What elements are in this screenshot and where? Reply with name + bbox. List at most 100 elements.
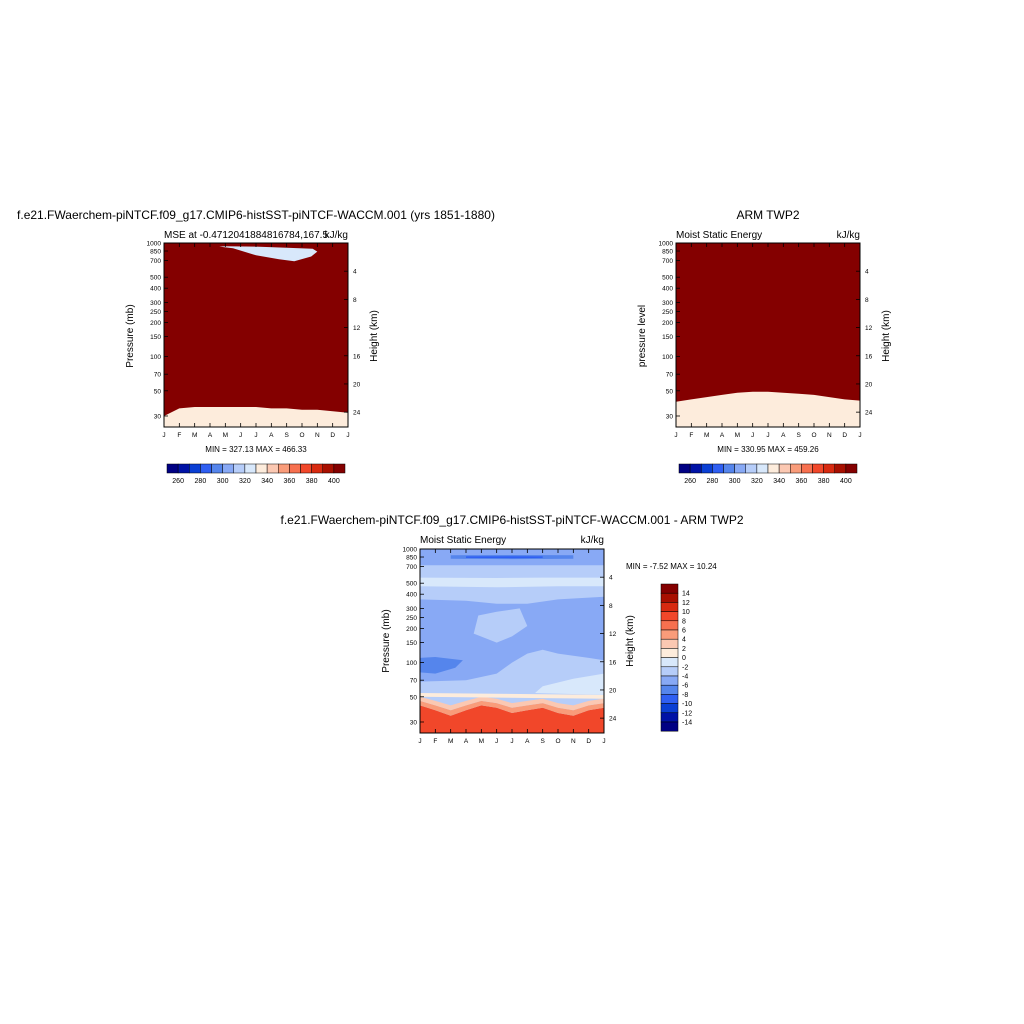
obs-colorbar-swatch <box>724 464 735 473</box>
diff-colorbar-label: 8 <box>682 618 686 625</box>
obs-left-label: Moist Static Energy <box>676 230 762 241</box>
obs-htick-label: 16 <box>865 353 873 360</box>
obs-units: kJ/kg <box>837 230 860 241</box>
obs-month-label: A <box>781 432 786 439</box>
diff-colorbar-swatch <box>661 648 678 657</box>
model-month-label: J <box>239 432 242 439</box>
obs-month-label: J <box>766 432 769 439</box>
model-ylabel-right: Height (km) <box>369 310 380 362</box>
diff-colorbar-label: 0 <box>682 655 686 662</box>
diff-colorbar-label: 2 <box>682 646 686 653</box>
diff-ptick-label: 250 <box>406 615 417 622</box>
diff-ptick-label: 500 <box>406 581 417 588</box>
model-units: kJ/kg <box>325 230 348 241</box>
model-month-label: M <box>223 432 228 439</box>
obs-colorbar-swatch <box>824 464 835 473</box>
model-htick-label: 4 <box>353 269 357 276</box>
diff-colorbar-label: -12 <box>682 710 692 717</box>
model-colorbar-swatch <box>178 464 189 473</box>
obs-title: ARM TWP2 <box>736 208 799 222</box>
obs-colorbar-label: 360 <box>796 478 808 485</box>
obs-htick-label: 4 <box>865 269 869 276</box>
obs-colorbar-label: 380 <box>818 478 830 485</box>
diff-colorbar-label: 14 <box>682 591 690 598</box>
diff-htick-label: 12 <box>609 631 617 638</box>
diff-colorbar-swatch <box>661 621 678 630</box>
diff-colorbar-swatch <box>661 676 678 685</box>
model-colorbar-swatch <box>223 464 234 473</box>
model-htick-label: 12 <box>353 325 361 332</box>
obs-ptick-label: 850 <box>662 249 673 256</box>
model-colorbar-swatch <box>289 464 300 473</box>
model-colorbar-label: 300 <box>217 478 229 485</box>
diff-month-label: D <box>586 738 591 745</box>
diff-ptick-label: 30 <box>410 719 418 726</box>
obs-colorbar-swatch <box>712 464 723 473</box>
model-colorbar-label: 380 <box>306 478 318 485</box>
obs-ptick-label: 300 <box>662 300 673 307</box>
obs-colorbar-label: 400 <box>840 478 852 485</box>
model-minmax: MIN = 327.13 MAX = 466.33 <box>205 445 307 454</box>
obs-htick-label: 8 <box>865 297 869 304</box>
model-month-label: A <box>269 432 274 439</box>
diff-month-label: M <box>448 738 453 745</box>
model-month-label: N <box>315 432 320 439</box>
obs-month-label: F <box>689 432 693 439</box>
model-ptick-label: 70 <box>154 372 162 379</box>
obs-colorbar-swatch <box>846 464 857 473</box>
diff-ptick-label: 150 <box>406 640 417 647</box>
diff-month-label: J <box>602 738 605 745</box>
diff-ptick-label: 400 <box>406 592 417 599</box>
diff-colorbar-swatch <box>661 630 678 639</box>
obs-colorbar-label: 260 <box>684 478 696 485</box>
obs-ptick-label: 150 <box>662 334 673 341</box>
obs-ptick-label: 30 <box>666 413 674 420</box>
model-colorbar-swatch <box>312 464 323 473</box>
diff-colorbar-swatch <box>661 658 678 667</box>
obs-month-label: D <box>842 432 847 439</box>
obs-htick-label: 20 <box>865 381 873 388</box>
diff-ptick-label: 50 <box>410 694 418 701</box>
diff-month-label: J <box>510 738 513 745</box>
diff-ptick-label: 1000 <box>403 547 418 554</box>
model-month-label: S <box>284 432 289 439</box>
diff-colorbar-label: -10 <box>682 701 692 708</box>
diff-month-label: J <box>418 738 421 745</box>
obs-month-label: O <box>811 432 816 439</box>
model-ptick-label: 850 <box>150 249 161 256</box>
model-month-label: D <box>330 432 335 439</box>
model-month-label: J <box>254 432 257 439</box>
obs-colorbar-label: 320 <box>751 478 763 485</box>
diff-colorbar-swatch <box>661 667 678 676</box>
diff-colorbar-swatch <box>661 722 678 731</box>
model-colorbar-swatch <box>167 464 178 473</box>
diff-ylabel-right: Height (km) <box>625 615 636 667</box>
diff-colorbar-label: 10 <box>682 609 690 616</box>
diff-title: f.e21.FWaerchem-piNTCF.f09_g17.CMIP6-his… <box>281 513 744 527</box>
model-month-label: A <box>208 432 213 439</box>
obs-month-label: J <box>751 432 754 439</box>
diff-htick-label: 16 <box>609 659 617 666</box>
obs-colorbar-swatch <box>679 464 690 473</box>
diff-colorbar-swatch <box>661 694 678 703</box>
obs-month-label: J <box>858 432 861 439</box>
obs-ptick-label: 200 <box>662 320 673 327</box>
obs-ptick-label: 700 <box>662 258 673 265</box>
obs-ptick-label: 100 <box>662 354 673 361</box>
obs-month-label: M <box>704 432 709 439</box>
model-month-label: M <box>192 432 197 439</box>
diff-colorbar-swatch <box>661 612 678 621</box>
obs-colorbar-label: 340 <box>773 478 785 485</box>
obs-contour-400 <box>676 243 860 402</box>
obs-colorbar-swatch <box>779 464 790 473</box>
diff-ptick-label: 300 <box>406 606 417 613</box>
obs-colorbar-swatch <box>801 464 812 473</box>
diff-colorbar-swatch <box>661 713 678 722</box>
diff-colorbar-label: 6 <box>682 628 686 635</box>
obs-colorbar-swatch <box>757 464 768 473</box>
diff-colorbar-label: -8 <box>682 692 688 699</box>
model-ptick-label: 300 <box>150 300 161 307</box>
model-month-label: J <box>346 432 349 439</box>
model-colorbar-label: 320 <box>239 478 251 485</box>
